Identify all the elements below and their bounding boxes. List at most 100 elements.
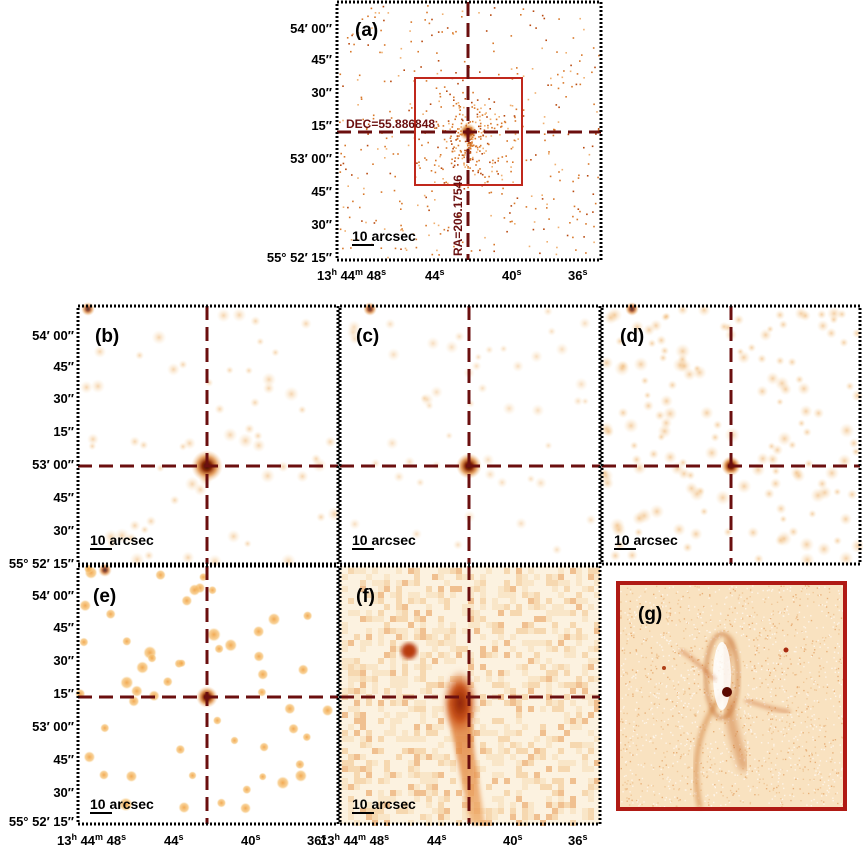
noise-dot [411,107,413,109]
pixel [516,796,522,802]
noise-dot [803,665,805,668]
blob [496,476,508,489]
noise-dot [346,37,349,39]
pixel [480,766,486,772]
noise-dot [767,635,769,637]
noise-dot [377,148,379,150]
pixel [534,652,540,658]
dec-tick: 54′ 00″ [32,588,74,603]
noise-dot [437,224,440,227]
pixel [342,688,348,694]
blob [256,337,265,346]
noise-dot [814,718,816,721]
noise-dot [464,152,466,154]
noise-dot [771,626,773,629]
noise-dot [499,134,501,136]
noise-dot [697,685,700,687]
noise-dot [655,683,657,685]
pixel [492,598,498,604]
pixel [360,586,366,592]
pixel [366,574,372,580]
pixel [354,676,360,682]
noise-dot [768,729,770,732]
pixel [372,592,378,598]
blob [253,651,265,662]
noise-dot [464,166,466,168]
noise-dot [821,610,823,612]
noise-dot [680,675,682,677]
blob [640,376,650,386]
pixel [444,580,450,586]
pixel [504,682,510,688]
noise-dot [731,785,733,787]
noise-dot [462,91,464,94]
noise-dot [659,682,662,684]
pixel [528,622,534,628]
pixel [462,802,468,808]
noise-dot [360,148,362,151]
noise-dot [727,630,729,633]
blob [623,417,639,434]
pixel [414,664,420,670]
pixel [348,688,354,694]
pixel [342,766,348,772]
noise-dot [775,769,777,771]
noise-dot [399,57,402,59]
noise-dot [741,617,744,619]
noise-dot [648,740,651,743]
pixel [558,592,564,598]
noise-dot [771,603,773,605]
noise-dot [460,151,462,153]
noise-dot [675,643,678,645]
noise-dot [663,634,665,636]
pixel [420,700,426,706]
pixel [594,592,600,598]
pixel [456,646,462,652]
noise-dot [541,194,543,196]
noise-dot [776,601,779,603]
pixel [354,664,360,670]
noise-dot [834,739,837,741]
noise-dot [583,77,585,79]
noise-dot [620,767,622,770]
noise-dot [698,659,700,661]
noise-dot [379,51,381,54]
pixel [510,802,516,808]
noise-dot [385,137,388,140]
noise-dot [425,110,428,112]
noise-dot [696,726,698,728]
blob [477,383,488,394]
noise-dot [710,638,712,641]
blob [430,385,444,399]
pixel [534,682,540,688]
noise-dot [810,708,812,710]
noise-dot [708,768,710,771]
pixel [594,658,600,664]
noise-dot [797,619,799,621]
noise-dot [754,611,756,614]
pixel [438,592,444,598]
noise-dot [771,776,773,778]
noise-dot [731,671,733,673]
noise-dot [478,159,480,162]
noise-dot [635,674,637,676]
pixel [504,568,510,574]
noise-dot [680,674,682,676]
panel-d-scalebar-label: 10 arcsec [614,532,678,548]
pixel [480,652,486,658]
pixel [546,784,552,790]
noise-dot [821,776,823,779]
pixel [450,778,456,784]
blob [769,477,782,490]
pixel [378,814,384,820]
noise-dot [838,645,840,648]
pixel [486,652,492,658]
pixel [396,634,402,640]
noise-dot [828,634,830,636]
pixel [576,592,582,598]
noise-dot [698,632,700,634]
pixel [486,748,492,754]
noise-dot [746,597,748,600]
noise-dot [775,631,778,634]
noise-dot [809,757,812,760]
